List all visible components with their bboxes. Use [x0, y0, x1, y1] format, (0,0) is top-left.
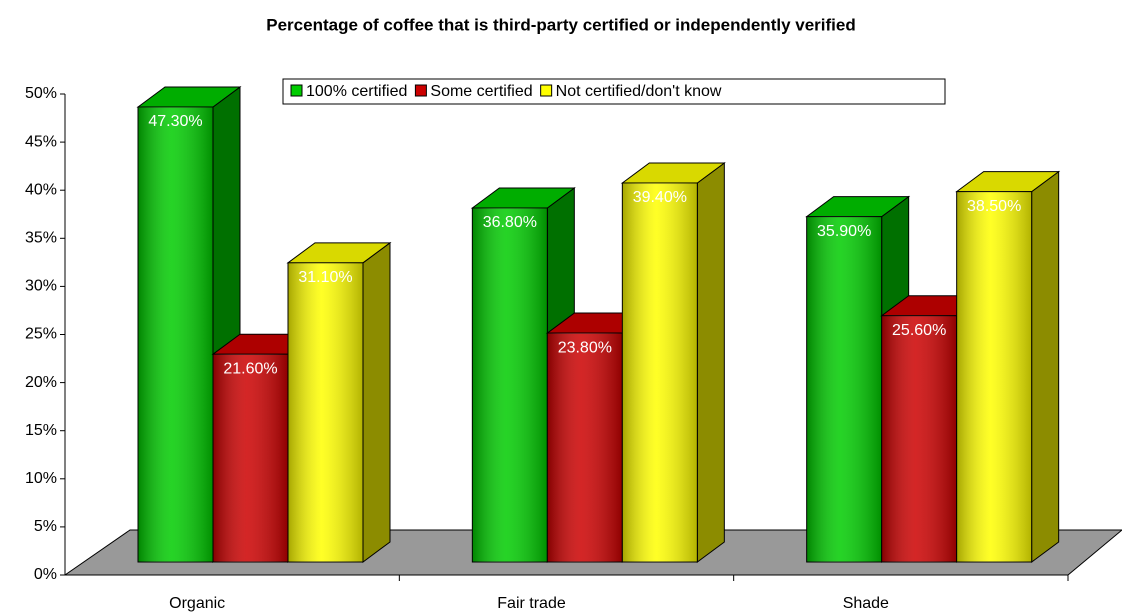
bar-face [956, 171, 1059, 192]
legend-label: 100% certified [306, 83, 407, 100]
y-tick-label: 0% [34, 566, 57, 583]
x-tick-label: Fair trade [497, 595, 566, 612]
value-label: 21.60% [223, 360, 277, 377]
bar-face [138, 86, 240, 107]
bar-face [547, 333, 623, 562]
legend-swatch [290, 84, 303, 97]
bar-face [697, 162, 725, 563]
bar-face [1031, 171, 1059, 562]
bar-face [472, 187, 575, 208]
x-tick-label: Organic [169, 595, 225, 612]
y-tick-label: 5% [34, 518, 57, 535]
value-label: 31.10% [298, 269, 352, 286]
bar-face [138, 106, 213, 562]
bar-face [806, 216, 882, 562]
bar-face [472, 207, 548, 562]
legend-swatch [540, 84, 553, 97]
legend-label: Some certified [430, 83, 532, 100]
y-tick-label: 50% [25, 85, 57, 102]
bar-face [622, 182, 698, 563]
bar-face [806, 196, 909, 217]
bar [955, 170, 1061, 563]
legend-label: Not certified/don't know [556, 83, 722, 100]
value-label: 23.80% [558, 339, 612, 356]
value-label: 38.50% [967, 198, 1021, 215]
bar [620, 161, 726, 563]
bar-face [956, 191, 1032, 562]
legend-swatch [414, 84, 427, 97]
y-tick-label: 25% [25, 326, 57, 343]
bar-face [288, 242, 390, 263]
value-label: 47.30% [148, 113, 202, 130]
bar-face [622, 162, 725, 183]
value-label: 36.80% [483, 214, 537, 231]
y-tick-label: 10% [25, 470, 57, 487]
chart-title: Percentage of coffee that is third-party… [266, 15, 855, 34]
x-tick-label: Shade [843, 595, 889, 612]
y-tick-label: 15% [25, 422, 57, 439]
y-tick-label: 45% [25, 133, 57, 150]
bar-face [363, 242, 390, 562]
bar-face [881, 315, 957, 562]
value-label: 25.60% [892, 322, 946, 339]
value-label: 39.40% [633, 189, 687, 206]
legend [282, 78, 946, 105]
y-tick-label: 30% [25, 278, 57, 295]
bar-face [213, 354, 288, 562]
y-tick-label: 40% [25, 181, 57, 198]
y-tick-label: 35% [25, 230, 57, 247]
y-tick-label: 20% [25, 374, 57, 391]
value-label: 35.90% [817, 223, 871, 240]
bar [286, 241, 392, 563]
bar-face [288, 262, 363, 562]
